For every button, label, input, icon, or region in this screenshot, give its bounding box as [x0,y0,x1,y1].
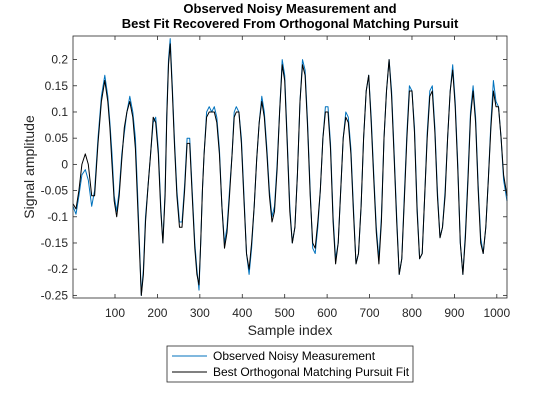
legend-label-observed: Observed Noisy Measurement [213,349,376,363]
y-tick-label: -0.05 [41,184,69,198]
plot-frame [72,35,508,299]
chart-title-line1: Observed Noisy Measurement and [183,1,396,16]
legend: Observed Noisy Measurement Best Orthogon… [166,345,414,383]
x-tick-label: 800 [402,306,422,320]
y-tick-label: 0 [61,157,68,171]
x-tick-label: 600 [317,306,337,320]
legend-box [166,345,414,383]
x-tick-label: 700 [360,306,380,320]
y-tick-label: 0.15 [45,79,69,93]
x-tick-label: 1000 [483,306,510,320]
x-tick-label: 300 [190,306,210,320]
y-tick-label: -0.2 [47,262,68,276]
x-tick-label: 500 [275,306,295,320]
y-tick-label: -0.25 [41,288,69,302]
chart-title-line2: Best Fit Recovered From Orthogonal Match… [122,16,459,31]
x-axis-label: Sample index [248,322,333,338]
x-tick-label: 100 [105,306,125,320]
y-axis-ticks: -0.25 -0.2 -0.15 -0.1 -0.05 0 0.05 0.1 0.15 0.2 [41,53,507,302]
legend-label-fit: Best Orthogonal Matching Pursuit Fit [213,365,410,379]
plot-area [73,36,507,298]
y-tick-label: 0.05 [45,131,69,145]
series-line-fit [72,43,508,296]
y-tick-label: 0.2 [51,53,68,67]
y-tick-label: -0.15 [41,236,69,250]
y-axis-label: Signal amplitude [21,115,37,219]
x-axis-ticks: 100 200 300 400 500 600 700 800 900 1000 [105,36,510,320]
x-tick-label: 200 [147,306,167,320]
x-tick-label: 400 [232,306,252,320]
y-tick-label: -0.1 [47,210,68,224]
series-layer [72,38,508,296]
y-tick-label: 0.1 [51,105,68,119]
x-tick-label: 900 [444,306,464,320]
